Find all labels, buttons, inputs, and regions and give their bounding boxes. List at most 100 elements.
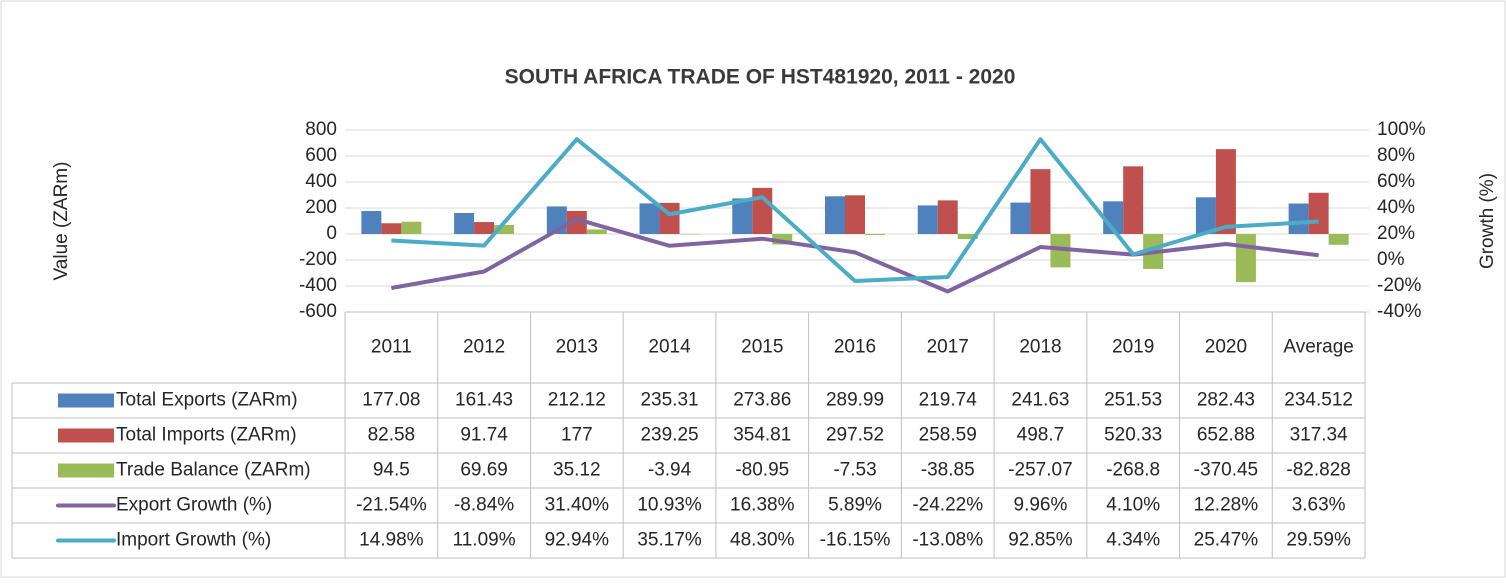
table-cell: 251.53	[1104, 390, 1162, 411]
bar	[752, 187, 773, 234]
bar	[586, 229, 607, 234]
table-cell: -38.85	[921, 460, 975, 481]
table-cell: 282.43	[1197, 390, 1255, 411]
table-cell: -16.15%	[820, 530, 891, 551]
bar	[679, 234, 700, 235]
x-tick-label: 2016	[834, 337, 876, 358]
table-cell: 25.47%	[1194, 530, 1259, 551]
table-cell: -370.45	[1194, 460, 1258, 481]
y-tick-label: 200	[305, 197, 337, 218]
table-cell: -257.07	[1008, 460, 1072, 481]
bar	[381, 223, 402, 234]
y-tick-label: 600	[305, 145, 337, 166]
table-cell: 235.31	[640, 390, 698, 411]
table-cell: 317.34	[1290, 425, 1349, 446]
table-cell: 354.81	[733, 425, 791, 446]
table-cell: 239.25	[640, 425, 698, 446]
bar	[865, 234, 885, 235]
bar	[566, 210, 587, 234]
y-tick-label: 800	[305, 119, 337, 140]
table-cell: 520.33	[1104, 425, 1162, 446]
y2-tick-label: 40%	[1377, 197, 1415, 218]
x-tick-label: 2012	[463, 337, 505, 358]
bar	[1050, 234, 1071, 268]
bar	[1235, 234, 1256, 283]
y2-tick-label: 20%	[1377, 223, 1415, 244]
table-cell: 16.38%	[730, 495, 795, 516]
line	[391, 217, 1319, 294]
line	[391, 137, 1319, 283]
table-cell: 219.74	[919, 390, 978, 411]
bar	[1030, 169, 1051, 234]
table-cell: 212.12	[548, 390, 606, 411]
x-tick-label: 2014	[648, 337, 691, 358]
table-cell: 92.94%	[545, 530, 610, 551]
bar	[1308, 192, 1329, 234]
x-tick-label: 2017	[927, 337, 969, 358]
table-cell: 4.10%	[1106, 495, 1160, 516]
table-cell: 92.85%	[1008, 530, 1073, 551]
bar	[1123, 166, 1144, 234]
legend-label: Trade Balance (ZARm)	[116, 460, 311, 481]
table-cell: 35.12	[553, 460, 601, 481]
table-cell: -21.54%	[356, 495, 427, 516]
table-cell: 91.74	[460, 425, 508, 446]
y2-tick-label: 60%	[1377, 171, 1415, 192]
x-tick-label: 2019	[1112, 337, 1154, 358]
x-tick-label: Average	[1283, 337, 1353, 358]
table-cell: -82.828	[1286, 460, 1350, 481]
table-cell: 177	[561, 425, 593, 446]
table-cell: 273.86	[733, 390, 791, 411]
chart-title: SOUTH AFRICA TRADE OF HST481920, 2011 - …	[505, 66, 1016, 89]
bar	[1288, 203, 1309, 234]
table-cell: 82.58	[368, 425, 416, 446]
table-cell: 4.34%	[1106, 530, 1160, 551]
table-cell: 14.98%	[359, 530, 424, 551]
table-cell: 161.43	[455, 390, 513, 411]
bar	[957, 234, 978, 240]
table-cell: 48.30%	[730, 530, 795, 551]
table-cell: -13.08%	[912, 530, 983, 551]
table-cell: 241.63	[1011, 390, 1069, 411]
table-cell: 29.59%	[1286, 530, 1351, 551]
table-cell: -3.94	[648, 460, 692, 481]
legend-key	[58, 463, 114, 478]
bar	[845, 195, 865, 234]
table-cell: 9.96%	[1014, 495, 1068, 516]
bar	[772, 234, 793, 245]
table-cell: 12.28%	[1194, 495, 1259, 516]
table-cell: -8.84%	[454, 495, 514, 516]
x-tick-label: 2011	[371, 337, 412, 358]
y2-tick-label: 100%	[1377, 119, 1426, 140]
table-cell: 11.09%	[453, 530, 516, 551]
bar	[1215, 149, 1236, 234]
y-tick-label: -400	[299, 275, 337, 296]
table-cell: 3.63%	[1292, 495, 1346, 516]
bar	[917, 205, 938, 234]
legend-label: Import Growth (%)	[116, 530, 271, 551]
y2-tick-label: -20%	[1377, 275, 1421, 296]
table-cell: 31.40%	[545, 495, 610, 516]
table-cell: -7.53	[833, 460, 876, 481]
y-tick-label: 400	[305, 171, 337, 192]
x-tick-label: 2020	[1205, 337, 1247, 358]
x-tick-label: 2013	[556, 337, 598, 358]
y2-tick-label: -40%	[1377, 301, 1421, 322]
table-cell: 652.88	[1197, 425, 1255, 446]
bar	[494, 224, 515, 234]
table-cell: -24.22%	[912, 495, 983, 516]
bar	[474, 222, 495, 234]
legend-key	[58, 428, 114, 443]
bar	[1010, 202, 1031, 234]
table-cell: 10.93%	[637, 495, 702, 516]
table-cell: 94.5	[373, 460, 410, 481]
bar	[825, 196, 845, 234]
table-cell: 258.59	[919, 425, 977, 446]
bar	[937, 200, 958, 234]
y-tick-label: -600	[299, 301, 337, 322]
y-axis-title: Value (ZARm)	[51, 162, 72, 281]
y2-tick-label: 80%	[1377, 145, 1415, 166]
y2-axis-title: Growth (%)	[1477, 173, 1498, 269]
table-cell: -80.95	[735, 460, 789, 481]
